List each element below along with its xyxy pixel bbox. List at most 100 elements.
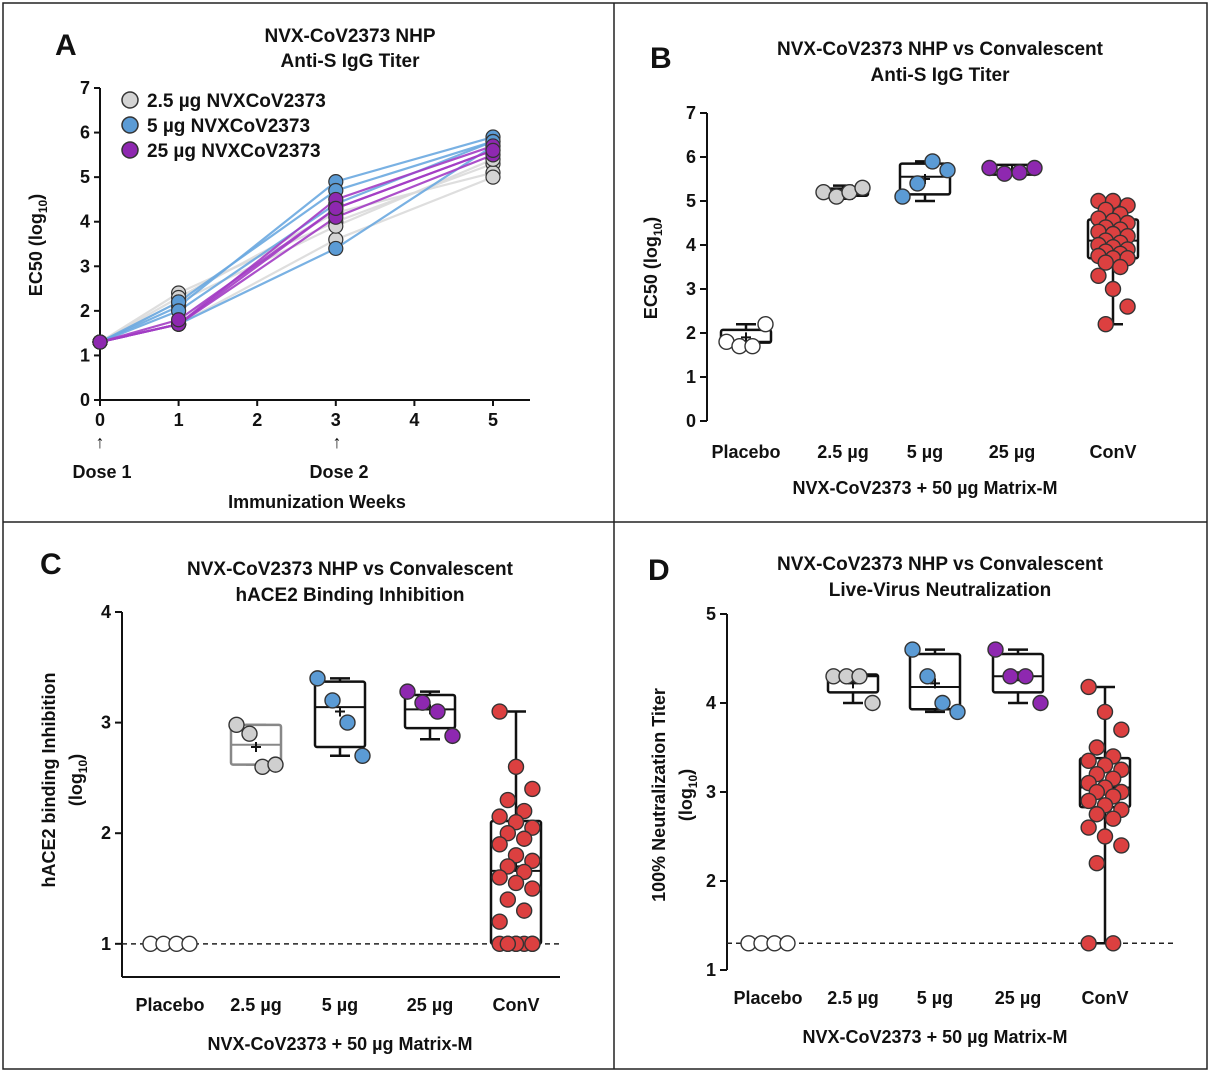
panel-b: B NVX-CoV2373 NHP vs Convalescent Anti-S… — [641, 39, 1140, 498]
panel-b-y-tick-label: 4 — [686, 235, 696, 255]
panel-d-mean-marker — [930, 678, 940, 689]
panel-c-point — [339, 714, 356, 731]
panel-c-point — [228, 716, 245, 734]
panel-a-y-tick-label: 1 — [80, 345, 90, 365]
legend-marker-25ug — [121, 141, 139, 159]
panel-c-point — [524, 880, 541, 897]
panel-c-point — [507, 847, 525, 864]
panel-a-title-line2: Anti-S IgG Titer — [281, 51, 421, 72]
panel-d-category-label: 5 µg — [917, 988, 953, 1008]
panel-b-point — [1011, 164, 1028, 181]
panel-b-point — [981, 159, 998, 177]
panel-c-category-label: 2.5 µg — [230, 995, 281, 1015]
panel-d-point — [1088, 855, 1106, 872]
panel-a-plot: 0 1 2 3 4 5 6 7 0 1 2 3 4 5 — [80, 78, 530, 430]
panel-c-point — [399, 683, 416, 700]
dose1-annotation: Dose 1 — [72, 462, 131, 482]
panel-c-point — [491, 703, 508, 720]
panel-c-point — [309, 670, 326, 687]
panel-a-y-tick-label: 2 — [80, 301, 90, 321]
panel-c-point — [524, 852, 541, 870]
panel-b-point — [1026, 159, 1043, 177]
panel-b-group-1 — [815, 179, 871, 205]
series-0-point — [485, 169, 501, 185]
panel-c-group-1 — [228, 716, 284, 776]
panel-b-y-tick-label: 7 — [686, 103, 696, 123]
panel-d-plot: 1 2 3 4 5 Placebo 2.5 µg 5 µg 25 µg ConV — [706, 604, 1175, 1008]
panel-d-point — [1080, 792, 1097, 810]
panel-d-category-label: ConV — [1082, 988, 1129, 1008]
panel-a-y-tick-label: 3 — [80, 256, 90, 276]
panel-b-point — [854, 179, 871, 197]
panel-c-mean-marker — [335, 706, 345, 717]
panel-c-y-tick-label: 1 — [101, 934, 111, 954]
panel-c-point — [515, 863, 533, 881]
panel-b-category-label: 25 µg — [989, 442, 1035, 462]
panel-c-point — [499, 935, 517, 953]
panel-c-title-line2: hACE2 Binding Inhibition — [235, 585, 464, 606]
panel-c-group-4 — [489, 703, 543, 953]
panel-d-point — [949, 703, 966, 721]
panel-b-y-tick-label: 6 — [686, 147, 696, 167]
panel-a-y-tick-label: 7 — [80, 78, 90, 98]
panel-b-point — [757, 316, 774, 333]
panel-c-group-0 — [142, 935, 198, 953]
panel-c-point — [354, 747, 371, 764]
panel-d-point — [1104, 935, 1122, 952]
panel-b-category-label: 2.5 µg — [817, 442, 868, 462]
panel-a-x-tick-label: 2 — [252, 410, 262, 430]
series-2-point — [485, 142, 501, 158]
panel-c-point — [491, 808, 508, 825]
panel-c-point — [241, 725, 258, 742]
panel-d-group-3 — [987, 641, 1049, 712]
panel-c-point — [515, 902, 533, 919]
panel-d-x-axis-label: NVX-CoV2373 + 50 µg Matrix-M — [803, 1027, 1068, 1047]
panel-d-point — [1002, 668, 1019, 685]
panel-c-point — [499, 791, 517, 809]
panel-d-point — [851, 668, 868, 685]
panel-b-plot: 0 1 2 3 4 5 6 7 Placebo 2.5 µg 5 µg 25 µg ConV — [686, 103, 1140, 462]
panel-c-point — [499, 825, 517, 842]
panel-a-y-axis-label: EC50 (log10) — [26, 194, 50, 296]
panel-c-title-line1: NVX-CoV2373 NHP vs Convalescent — [187, 559, 514, 580]
panel-d-group-1 — [825, 668, 881, 712]
panel-b-category-label: Placebo — [711, 442, 780, 462]
panel-d-point — [1113, 837, 1130, 854]
panel-a-y-tick-label: 4 — [80, 212, 90, 232]
panel-c-point — [524, 935, 541, 953]
panel-d-point — [919, 668, 936, 685]
legend-marker-5ug — [121, 116, 139, 134]
panel-d-y-tick-label: 3 — [706, 782, 716, 802]
panel-d-y-axis-label-unit: (log10) — [676, 769, 700, 821]
panel-d-point — [987, 641, 1004, 658]
panel-b-title-line1: NVX-CoV2373 NHP vs Convalescent — [777, 39, 1104, 60]
panel-c-point — [491, 913, 508, 930]
panel-d-y-axis-label: 100% Neutralization Titer — [649, 688, 669, 902]
panel-c-point — [499, 891, 517, 908]
panel-c-point — [414, 694, 431, 711]
panel-d-point — [1088, 806, 1106, 823]
legend-label-2-5ug: 2.5 µg NVXCoV2373 — [147, 91, 326, 112]
panel-b-category-label: 5 µg — [907, 442, 943, 462]
panel-c-category-label: Placebo — [135, 995, 204, 1015]
panel-d-group-2 — [904, 641, 966, 721]
panel-d-group-4 — [1078, 678, 1132, 952]
panel-c-category-label: ConV — [493, 995, 540, 1015]
series-2-line — [99, 149, 494, 344]
legend-label-25ug: 25 µg NVXCoV2373 — [147, 141, 321, 162]
panel-d-point — [1080, 819, 1097, 836]
series-2-line — [99, 153, 494, 344]
panel-c-point — [507, 758, 525, 776]
panel-b-point — [1104, 280, 1122, 298]
panel-c-point — [524, 819, 541, 836]
panel-d-point — [904, 641, 921, 658]
panel-d-y-tick-label: 2 — [706, 871, 716, 891]
panel-c-x-axis-label: NVX-CoV2373 + 50 µg Matrix-M — [208, 1034, 473, 1054]
panel-d-point — [1104, 810, 1122, 827]
panel-b-point — [924, 153, 941, 170]
panel-c-mean-marker — [251, 741, 261, 752]
panel-a-y-tick-label: 0 — [80, 390, 90, 410]
panel-a-x-tick-label: 3 — [331, 410, 341, 430]
